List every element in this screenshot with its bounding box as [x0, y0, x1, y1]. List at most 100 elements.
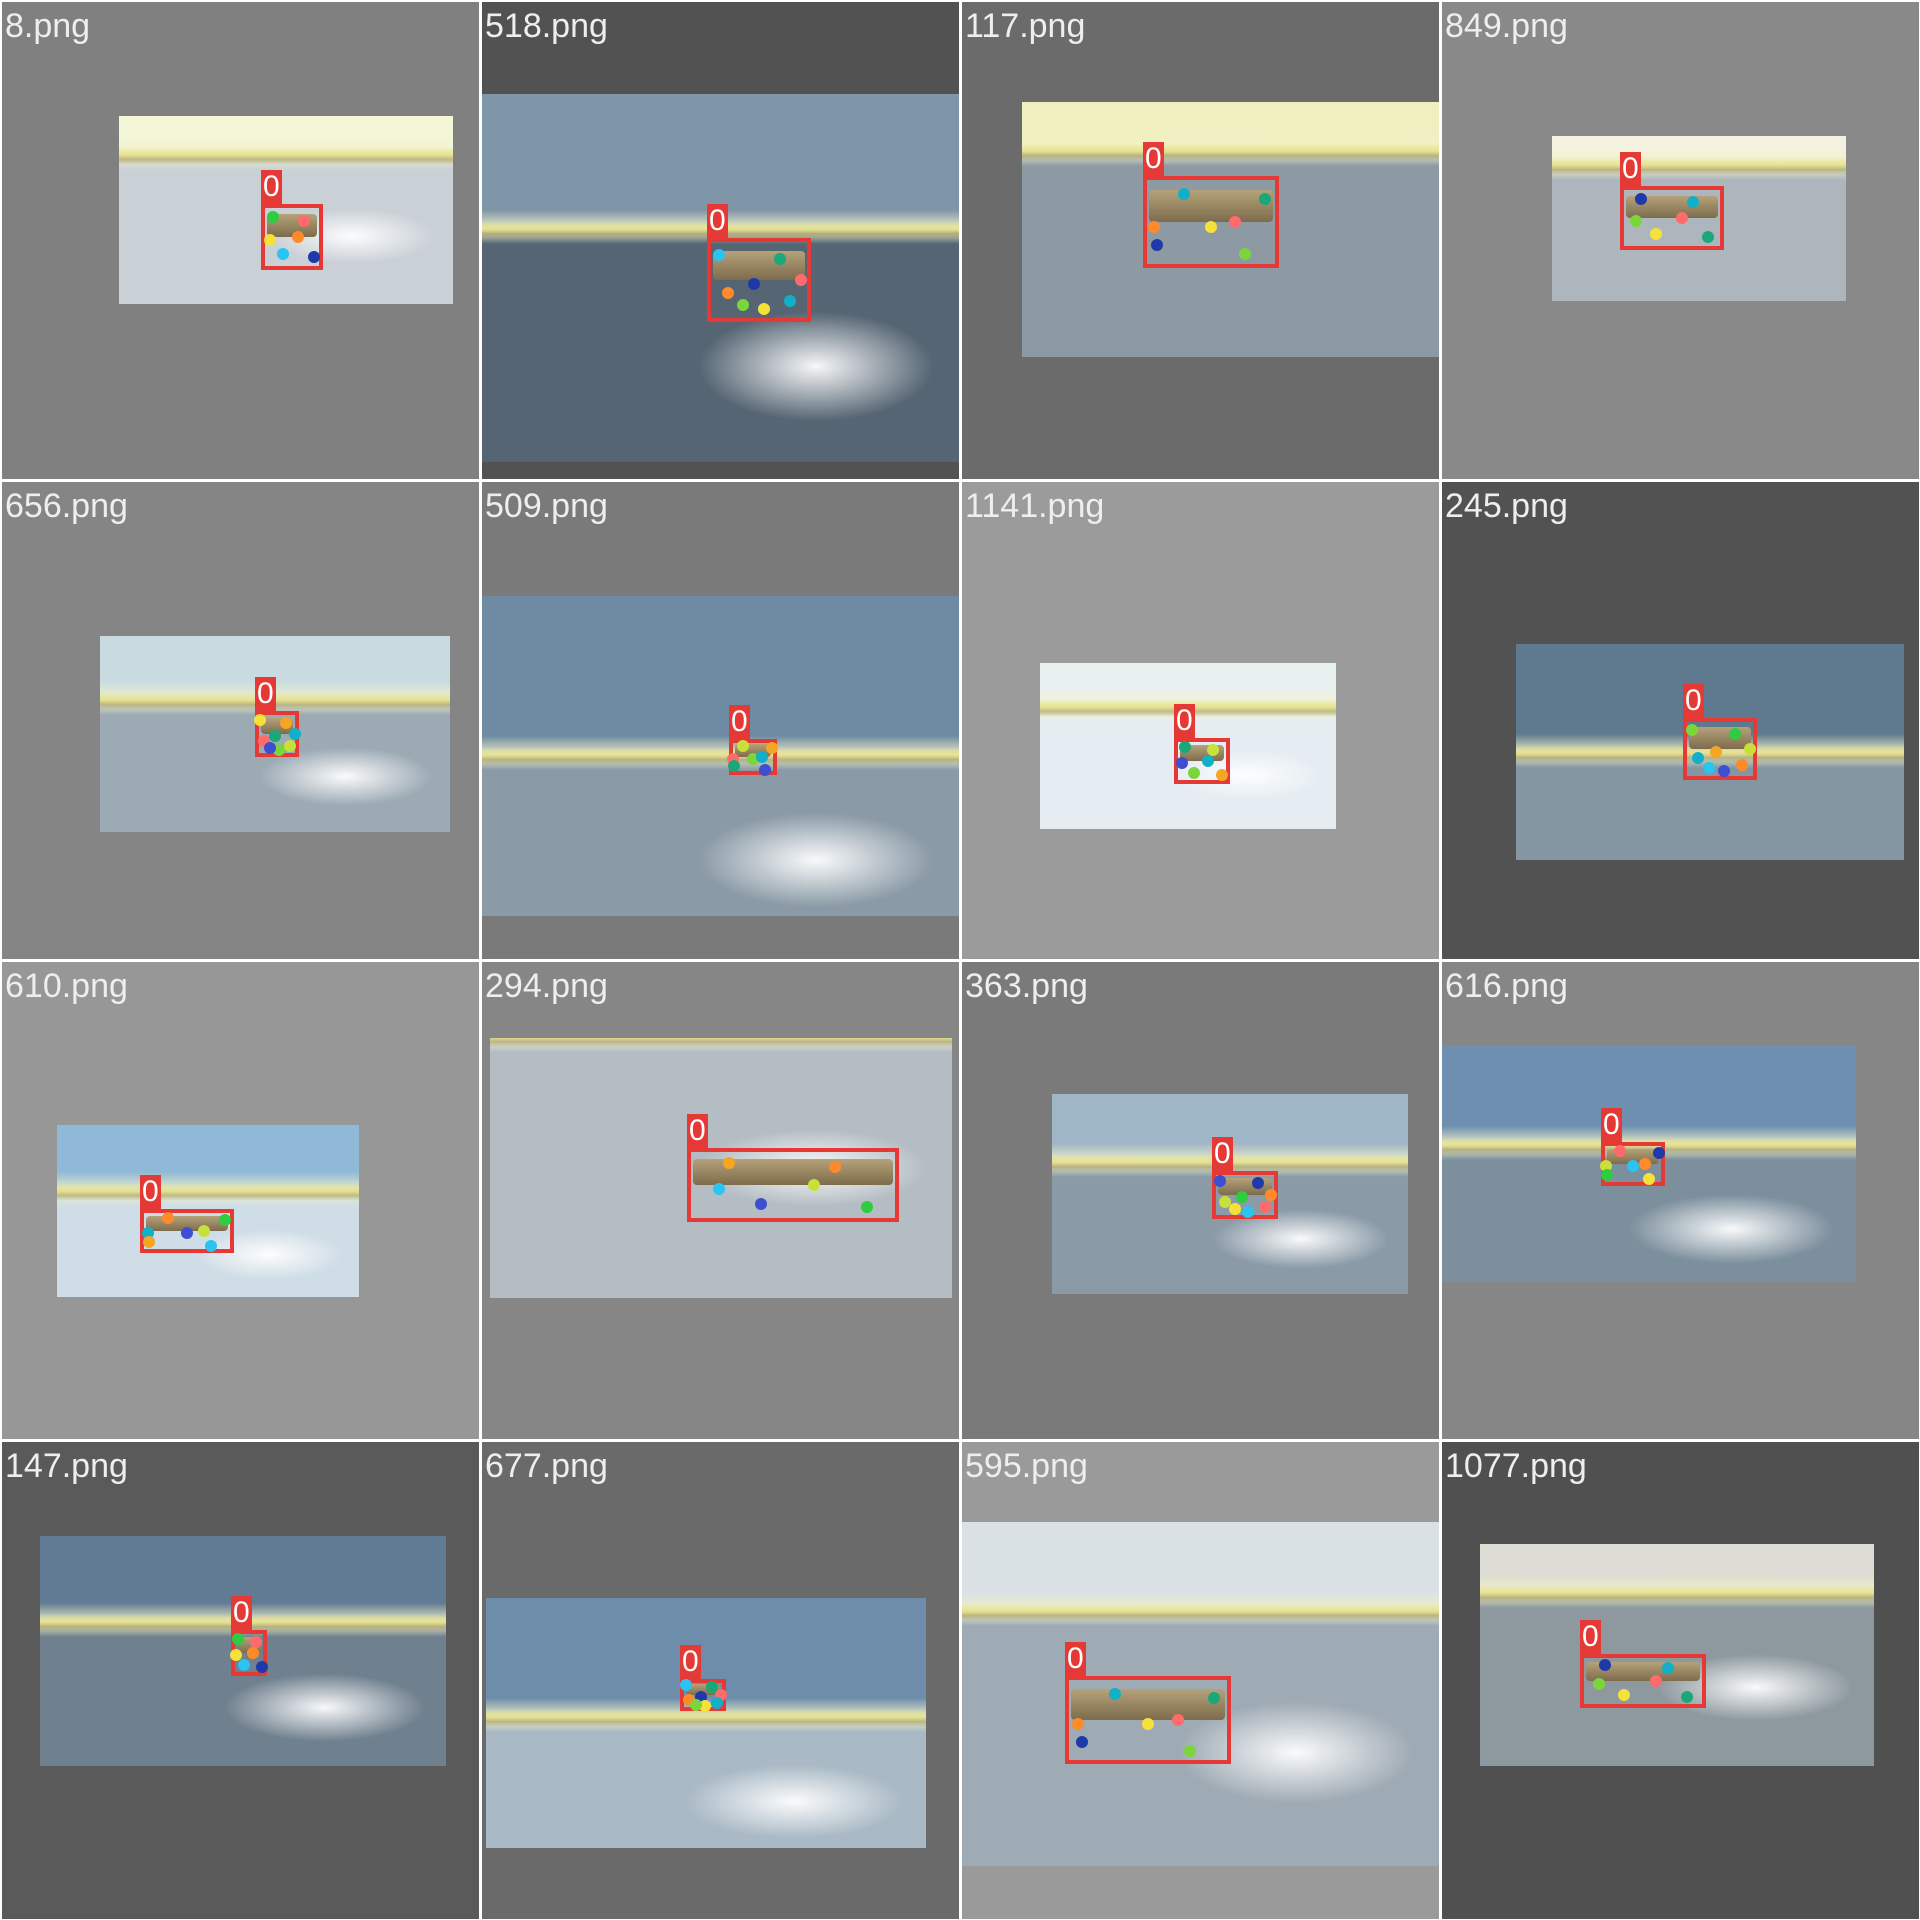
keypoint [747, 278, 760, 291]
filename-label: 610.png [5, 967, 128, 1005]
image-tile: 0 1077.png [1442, 1442, 1919, 1919]
filename-label: 363.png [965, 967, 1088, 1005]
ground-glare [696, 311, 936, 422]
keypoint [1229, 1203, 1242, 1216]
ground-glare [192, 1228, 344, 1281]
class-label-tag: 0 [1683, 684, 1704, 718]
keypoint [1629, 215, 1642, 228]
keypoint [737, 299, 750, 312]
keypoint [255, 1660, 268, 1673]
keypoint [1207, 743, 1220, 756]
keypoint [808, 1179, 821, 1191]
class-label-tag: 0 [255, 677, 276, 711]
keypoint [1652, 1147, 1665, 1159]
keypoint [218, 1214, 231, 1226]
robot-dog [686, 1683, 720, 1695]
keypoint [143, 1236, 156, 1248]
filename-label: 294.png [485, 967, 608, 1005]
scene-render [482, 596, 959, 916]
keypoint [1215, 768, 1228, 781]
keypoint [264, 741, 277, 754]
keypoint [713, 248, 726, 261]
keypoint [1717, 764, 1730, 777]
keypoint [737, 740, 750, 753]
keypoint [1627, 1160, 1639, 1173]
keypoint [829, 1160, 842, 1173]
detection-bbox [707, 238, 811, 322]
keypoint [1075, 1736, 1088, 1748]
keypoint [794, 274, 807, 286]
class-label-tag: 0 [231, 1596, 252, 1630]
detection-bbox [261, 204, 323, 270]
keypoint [1235, 1191, 1248, 1204]
keypoint [1252, 1177, 1265, 1189]
filename-label: 656.png [5, 487, 128, 525]
keypoint [1242, 1205, 1255, 1218]
keypoint [861, 1201, 874, 1214]
image-tile: 0 656.png [2, 482, 479, 959]
class-label-tag: 0 [1212, 1137, 1233, 1171]
scene-render [1516, 644, 1904, 860]
keypoint [1147, 220, 1160, 233]
keypoint [246, 1647, 259, 1659]
keypoint [1650, 228, 1663, 240]
keypoint [162, 1211, 175, 1224]
keypoint [288, 728, 301, 740]
keypoint [721, 286, 734, 299]
image-tile: 0 1141.png [962, 482, 1439, 959]
image-tile: 0 595.png [962, 1442, 1439, 1919]
keypoint [1213, 1174, 1226, 1187]
class-label-tag: 0 [261, 170, 282, 204]
keypoint [1229, 216, 1242, 228]
keypoint [1179, 741, 1192, 754]
keypoint [1592, 1677, 1605, 1690]
keypoint [204, 1240, 217, 1253]
keypoint [1183, 1744, 1196, 1757]
horizon-line [1516, 745, 1904, 763]
horizon-line [482, 747, 959, 765]
keypoint [254, 714, 267, 727]
class-label-tag: 0 [1143, 142, 1164, 176]
keypoint [307, 250, 320, 263]
keypoint [727, 760, 740, 772]
filename-label: 1077.png [1445, 1447, 1587, 1485]
image-tile: 0 363.png [962, 962, 1439, 1439]
horizon-line [1552, 157, 1846, 175]
scene-render [40, 1536, 446, 1766]
keypoint [1208, 1692, 1221, 1704]
robot-dog [1071, 1689, 1225, 1720]
horizon-line [1022, 143, 1439, 161]
keypoint [1072, 1718, 1085, 1731]
keypoint [784, 295, 797, 307]
keypoint [292, 231, 305, 243]
image-tile: 0 147.png [2, 1442, 479, 1919]
keypoint [1614, 1144, 1627, 1157]
keypoint [1736, 758, 1749, 771]
keypoint [276, 247, 289, 260]
filename-label: 509.png [485, 487, 608, 525]
class-label-tag: 0 [707, 204, 728, 238]
keypoint [1691, 752, 1704, 765]
keypoint [1265, 1189, 1278, 1201]
horizon-line [486, 1709, 926, 1727]
detection-bbox [687, 1148, 899, 1222]
filename-label: 595.png [965, 1447, 1088, 1485]
keypoint [1601, 1169, 1614, 1181]
keypoint [1618, 1688, 1631, 1701]
filename-label: 518.png [485, 7, 608, 45]
keypoint [759, 763, 771, 776]
robot-dog [713, 250, 805, 280]
keypoint [1638, 1158, 1651, 1170]
keypoint [1108, 1687, 1121, 1700]
horizon-line [490, 1038, 952, 1047]
keypoint [723, 1156, 736, 1169]
keypoint [1258, 1201, 1271, 1213]
image-tile: 0 849.png [1442, 2, 1919, 479]
keypoint [773, 253, 786, 265]
keypoint [758, 303, 771, 316]
keypoint [1662, 1661, 1675, 1674]
filename-label: 677.png [485, 1447, 608, 1485]
class-label-tag: 0 [1620, 152, 1641, 186]
keypoint [1681, 1691, 1694, 1704]
keypoint [298, 214, 311, 227]
